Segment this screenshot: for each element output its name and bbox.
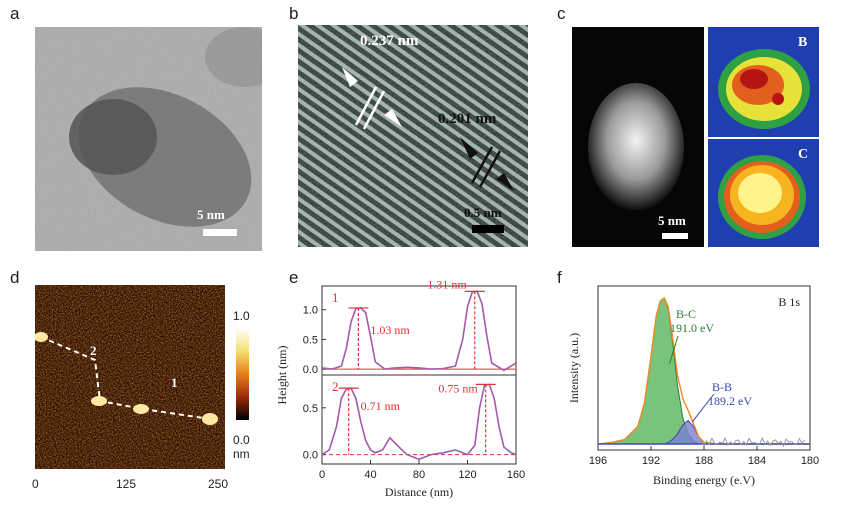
- scalebar-label-c: 5 nm: [658, 213, 686, 228]
- colorbar-min-label: 0.0: [233, 433, 250, 447]
- height-profile-chart: 0.0 0.5 1.0 1.03 nm 1.31 nm 1 0.0 0.5 0.71 nm 0.7…: [275, 280, 525, 499]
- profile-ytick-label-1: 0.5: [303, 334, 318, 346]
- tem-image-a: 5 nm: [35, 27, 262, 251]
- profile-xtick-label: 40: [364, 469, 376, 481]
- xps-xtick-label: 192: [642, 455, 660, 467]
- afm-xtick-0: 0: [32, 477, 39, 491]
- eels-map-c-label: C: [798, 147, 809, 162]
- panel-label-f: f: [557, 268, 562, 287]
- panel-label-d: d: [10, 268, 20, 287]
- peak-annotation: 1.31 nm: [427, 280, 467, 291]
- eels-map-b: B: [708, 27, 819, 137]
- xps-peak-b-c: [597, 297, 810, 445]
- xps-xtick-label: 180: [801, 455, 819, 467]
- afm-xtick-2: 250: [208, 477, 229, 491]
- scalebar-label-a: 5 nm: [197, 207, 225, 222]
- afm-path-2-label: 2: [90, 343, 97, 358]
- scalebar-label-b: 0.5 nm: [464, 205, 502, 220]
- profile-xtick-label: 160: [507, 469, 525, 481]
- profile-ytick-label-1: 1.0: [303, 305, 318, 317]
- profile-curve-2: [321, 383, 517, 461]
- afm-image-d: 2 1: [35, 285, 225, 469]
- peak-annotation: 0.71 nm: [361, 399, 401, 413]
- xps-chart: 196 192 188 184 180 Binding energy (e.V) Inten…: [567, 285, 819, 487]
- xps-xtick-label: 188: [695, 455, 713, 467]
- xps-series-name-b-c: B-C: [676, 307, 696, 321]
- eels-map-c: C: [708, 139, 819, 247]
- panel-label-c: c: [557, 4, 566, 23]
- profile-index-label: 1: [332, 290, 339, 305]
- colorbar-max-label: 1.0: [233, 309, 250, 323]
- xps-raw-data: [698, 436, 806, 448]
- profile-xtick-label: 80: [413, 469, 425, 481]
- panel-label-a: a: [10, 4, 20, 23]
- haadf-image-c: 5 nm: [572, 27, 704, 247]
- afm-colorbar: [236, 328, 249, 420]
- xps-series-value-b-b: 189.2 eV: [708, 394, 752, 408]
- xps-xlabel: Binding energy (e.V): [653, 473, 755, 487]
- xps-ylabel: Intensity (a.u.): [567, 333, 581, 403]
- profile-ylabel: Height (nm): [275, 346, 289, 405]
- xps-title: B 1s: [778, 295, 800, 309]
- panel-label-e: e: [289, 268, 299, 287]
- peak-annotation: 0.75 nm: [438, 381, 478, 395]
- profile-xlabel: Distance (nm): [385, 485, 453, 499]
- xps-pointer-b-c: [669, 335, 679, 364]
- xps-xtick-label: 196: [589, 455, 607, 467]
- peak-annotation: 1.03 nm: [370, 323, 410, 337]
- profile-index-label: 2: [332, 379, 339, 394]
- profile-ytick-label-2: 0.0: [303, 450, 318, 462]
- afm-path-1-label: 1: [171, 375, 178, 390]
- panel-label-b: b: [289, 4, 299, 23]
- xps-series-value-b-c: 191.0 eV: [670, 321, 714, 335]
- afm-xtick-1: 125: [116, 477, 137, 491]
- profile-xtick-label: 0: [319, 469, 325, 481]
- profile-ytick-label-2: 0.5: [303, 403, 318, 415]
- xps-series-name-b-b: B-B: [712, 380, 732, 394]
- eels-map-b-label: B: [798, 35, 808, 50]
- xps-xtick-label: 184: [748, 455, 766, 467]
- xps-envelope: [597, 296, 810, 445]
- profile-frame-1: [321, 285, 517, 376]
- lattice-label-1: 0.237 nm: [360, 33, 419, 49]
- lattice-label-2: 0.201 nm: [438, 111, 497, 127]
- profile-xtick-label: 120: [458, 469, 476, 481]
- profile-ytick-label-1: 0.0: [303, 364, 318, 376]
- hrtem-image-b: 0.237 nm 0.201 nm 0.5 nm: [298, 25, 528, 247]
- xps-frame: [597, 285, 811, 451]
- xps-pointer-b-b: [691, 393, 715, 423]
- profile-curve-1: [321, 290, 517, 372]
- colorbar-unit-label: nm: [233, 447, 250, 461]
